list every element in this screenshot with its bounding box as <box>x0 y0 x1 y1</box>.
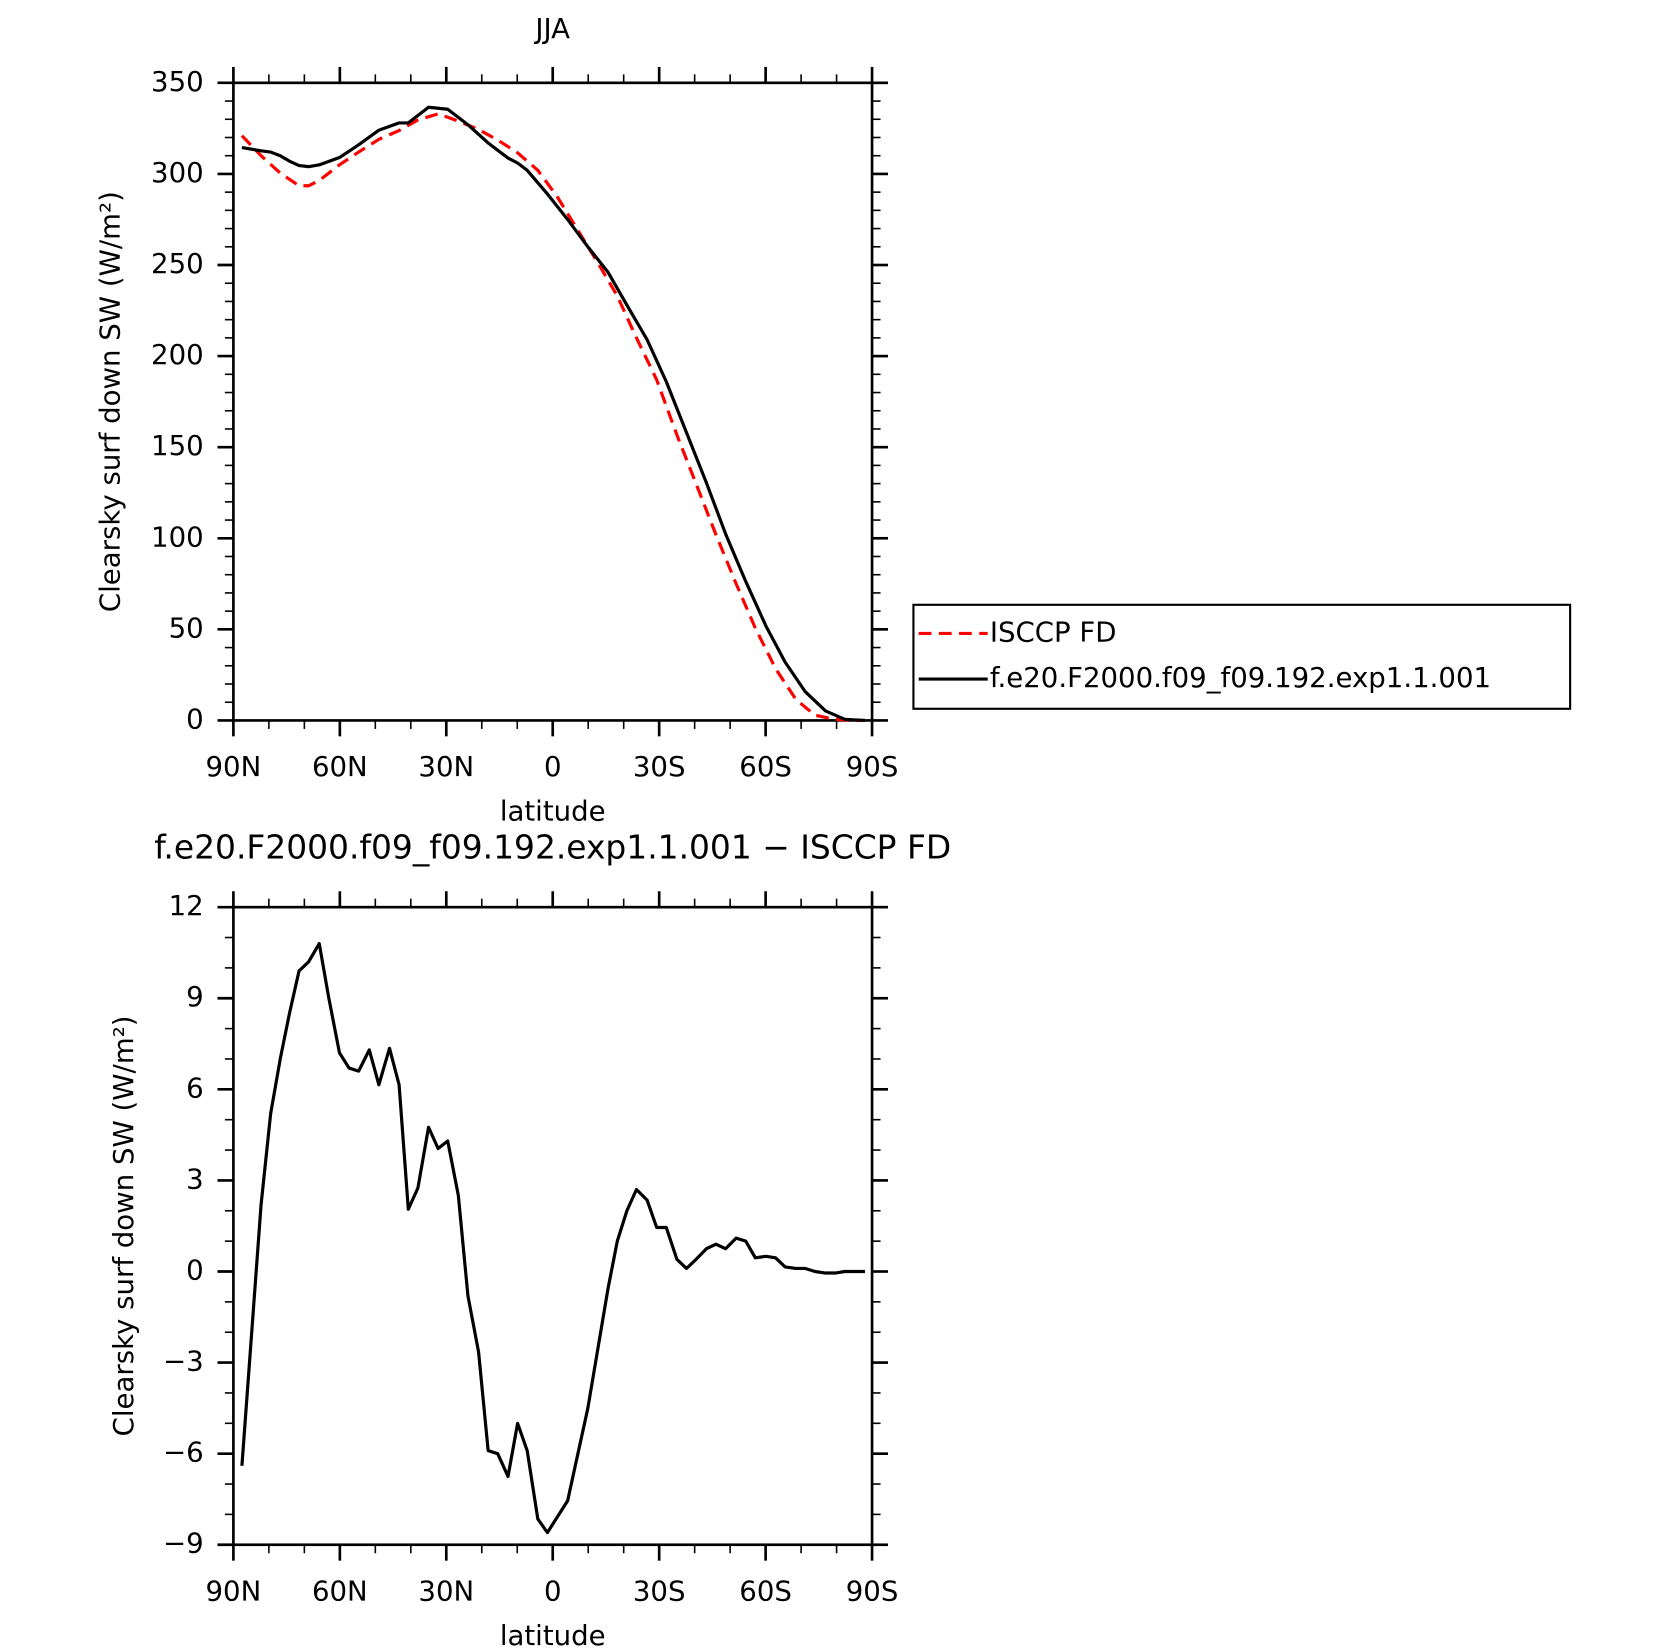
y-tick-label: 3 <box>186 1162 204 1195</box>
legend-label: ISCCP FD <box>990 615 1117 648</box>
x-tick-label: 60N <box>312 1574 368 1607</box>
y-tick-label: 200 <box>151 338 204 371</box>
x-tick-label: 30S <box>633 1574 686 1607</box>
chart-title: f.e20.F2000.f09_f09.192.exp1.1.001 − ISC… <box>154 827 951 866</box>
y-tick-label: 9 <box>186 980 204 1013</box>
x-tick-label: 60S <box>739 1574 792 1607</box>
x-tick-label: 60S <box>739 750 792 783</box>
y-tick-label: 250 <box>151 247 204 280</box>
y-tick-label: 50 <box>169 611 204 644</box>
series-line <box>240 942 865 1535</box>
y-tick-label: −6 <box>163 1436 204 1469</box>
plot-frame <box>232 81 874 722</box>
y-tick-label: 300 <box>151 156 204 189</box>
x-tick-label: 0 <box>544 1574 562 1607</box>
x-tick-label: 60N <box>312 750 368 783</box>
y-axis-label: Clearsky surf down SW (W/m²) <box>107 1015 140 1436</box>
chart-title: JJA <box>533 12 570 45</box>
y-tick-label: −3 <box>163 1345 204 1378</box>
x-tick-label: 90S <box>846 1574 899 1607</box>
y-tick-label: 0 <box>186 1254 204 1287</box>
x-tick-label: 90N <box>206 750 262 783</box>
x-tick-label: 0 <box>544 750 562 783</box>
y-tick-label: 0 <box>186 702 204 735</box>
legend-label: f.e20.F2000.f09_f09.192.exp1.1.001 <box>990 661 1491 694</box>
y-tick-label: 6 <box>186 1071 204 1104</box>
series-line <box>241 105 866 723</box>
y-tick-label: 350 <box>151 65 204 98</box>
x-tick-label: 90N <box>206 1574 262 1607</box>
legend-box <box>912 603 1572 710</box>
x-tick-label: 90S <box>846 750 899 783</box>
x-axis-label: latitude <box>500 1619 606 1652</box>
x-tick-label: 30N <box>418 750 474 783</box>
y-tick-label: 12 <box>169 889 204 922</box>
x-tick-label: 30N <box>418 1574 474 1607</box>
series-line <box>240 112 865 723</box>
y-tick-label: 150 <box>151 429 204 462</box>
y-axis-label: Clearsky surf down SW (W/m²) <box>93 191 126 612</box>
y-tick-label: 100 <box>151 520 204 553</box>
x-tick-label: 30S <box>633 750 686 783</box>
y-tick-label: −9 <box>163 1527 204 1560</box>
plot-frame <box>232 905 874 1547</box>
x-axis-label: latitude <box>500 795 606 828</box>
